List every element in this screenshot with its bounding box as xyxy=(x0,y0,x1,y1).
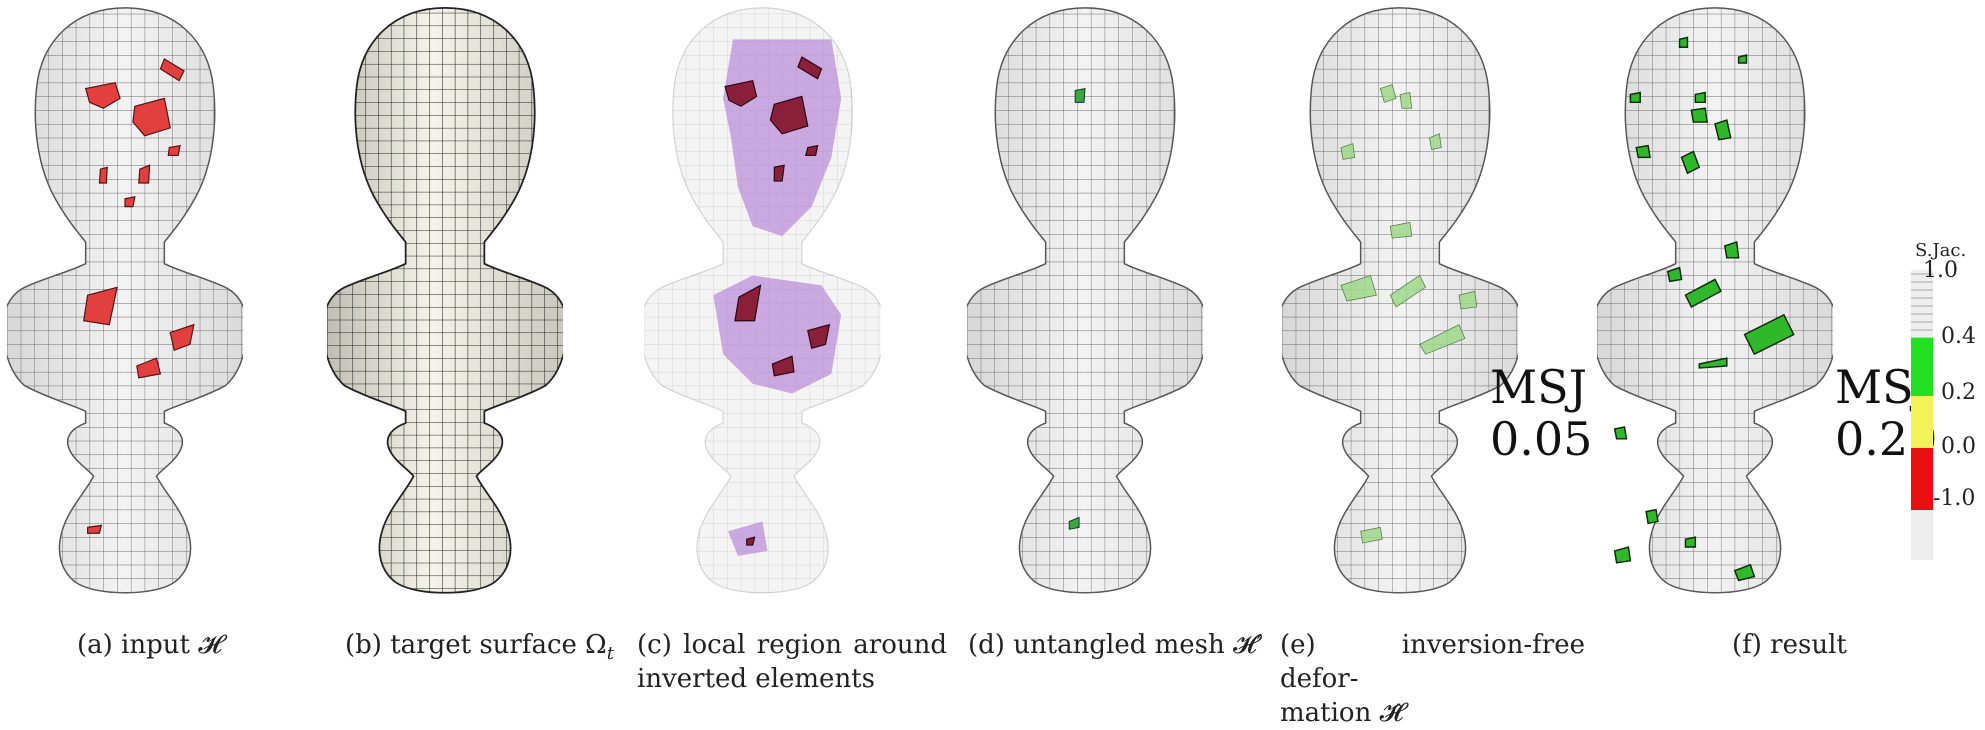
panel-c xyxy=(640,0,885,610)
caption-c-line2: inverted elements xyxy=(637,664,875,694)
colorbar-tick-00: 0.0 xyxy=(1941,434,1976,459)
msj-value-e: 0.05 xyxy=(1490,412,1593,466)
panel-d xyxy=(965,0,1205,610)
elements-d xyxy=(1068,87,1086,530)
caption-b-sub: t xyxy=(606,643,614,665)
bust-untangled-d xyxy=(965,0,1205,610)
inverted-elements-a xyxy=(83,58,195,534)
bust-inversion-free-e xyxy=(1280,0,1520,610)
elements-e xyxy=(1340,84,1478,544)
panel-b xyxy=(325,0,565,610)
panel-a xyxy=(5,0,245,610)
colorbar-tick-04: 0.4 xyxy=(1941,324,1976,349)
elements-f xyxy=(1613,36,1795,582)
caption-a: (a) input 𝓗 xyxy=(77,630,222,660)
caption-c: (c) local region around inverted element… xyxy=(637,628,947,696)
colorbar-tick-02: 0.2 xyxy=(1941,380,1976,405)
colorbar-tick-1: 1.0 xyxy=(1923,258,1958,283)
caption-b-text: (b) target surface Ω xyxy=(345,630,607,660)
caption-b: (b) target surface Ωt xyxy=(345,628,645,671)
bust-mesh-a xyxy=(5,0,245,610)
panel-f: MSJ 0.20 xyxy=(1595,0,1937,610)
caption-f: (f) result xyxy=(1732,630,1847,660)
colorbar: S.Jac. 1.0 0.4 0.2 0.0 -1.0 xyxy=(1905,240,1985,640)
caption-d: (d) untangled mesh 𝓗′ xyxy=(968,630,1263,660)
caption-e: (e) inversion-free defor- mation 𝓗̂ xyxy=(1280,628,1585,730)
bust-local-region-c xyxy=(640,0,885,610)
caption-e-line2: mation 𝓗̂ xyxy=(1280,698,1404,728)
bust-result-f xyxy=(1595,0,1835,610)
caption-c-line1: (c) local region around xyxy=(637,630,947,660)
caption-e-line1: (e) inversion-free defor- xyxy=(1280,630,1585,694)
inverted-elements-c xyxy=(724,56,831,546)
colorbar-title: S.Jac. xyxy=(1915,240,1967,261)
panel-e: MSJ 0.05 xyxy=(1280,0,1592,610)
colorbar-tick-neg1: -1.0 xyxy=(1933,486,1976,511)
bust-target-surface-b xyxy=(325,0,565,610)
msj-label-e: MSJ xyxy=(1490,360,1588,414)
colorbar-gradient xyxy=(1911,270,1933,560)
